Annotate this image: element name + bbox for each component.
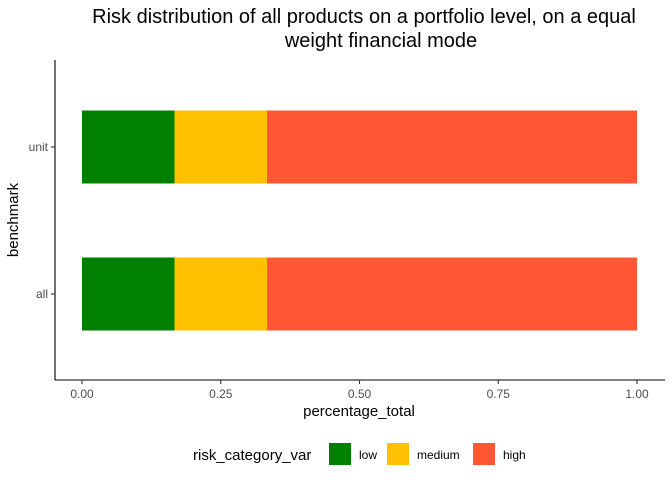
bar-all-low	[82, 257, 175, 331]
y-tick-label: all	[36, 287, 48, 301]
bar-unit-medium	[174, 110, 268, 184]
bar-all-high	[267, 257, 638, 331]
legend-label-medium: medium	[417, 448, 460, 462]
legend-key-low	[329, 443, 351, 465]
x-axis-title: percentage_total	[303, 403, 415, 420]
y-axis-title: benchmark	[5, 182, 22, 257]
legend-title: risk_category_var	[193, 447, 311, 464]
bar-all-medium	[174, 257, 268, 331]
x-tick-label: 0.00	[70, 387, 94, 401]
x-tick-label: 0.75	[487, 387, 511, 401]
chart-title-line-1: Risk distribution of all products on a p…	[92, 6, 636, 28]
legend-key-medium	[387, 443, 409, 465]
x-tick-label: 0.25	[209, 387, 233, 401]
chart-title-line-2: weight financial mode	[284, 30, 477, 52]
y-tick-label: unit	[29, 140, 49, 154]
x-tick-label: 1.00	[625, 387, 649, 401]
x-axis-ticks: 0.00 0.25 0.50 0.75 1.00	[70, 380, 649, 401]
y-axis-ticks: unit all	[29, 140, 55, 301]
legend-label-low: low	[359, 448, 377, 462]
x-tick-label: 0.50	[348, 387, 372, 401]
legend: risk_category_var low medium high	[193, 443, 526, 465]
legend-label-high: high	[503, 448, 526, 462]
bar-unit-low	[82, 110, 175, 184]
bar-unit-high	[267, 110, 638, 184]
plot-area	[82, 110, 638, 331]
legend-key-high	[473, 443, 495, 465]
